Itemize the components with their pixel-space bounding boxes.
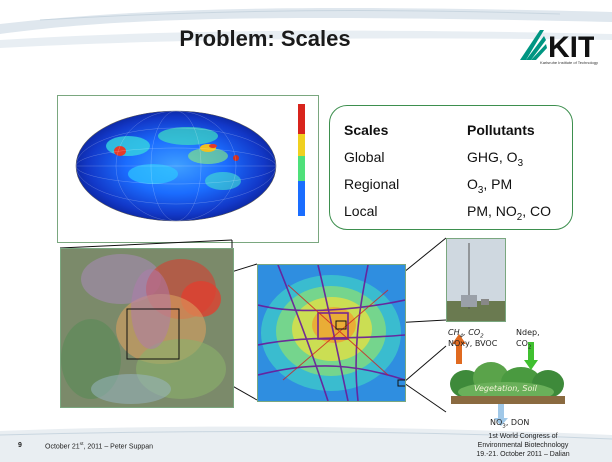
kit-logo: KIT (520, 30, 594, 64)
global-map-image (75, 104, 305, 222)
regional-map-image (61, 249, 233, 407)
footer-swoosh (0, 426, 612, 462)
footer-conference: 1st World Congress of Environmental Biot… (448, 432, 598, 459)
global-map-panel (57, 95, 319, 243)
conf-line-3: 19.-21. October 2011 – Dalian (476, 451, 570, 458)
label-co2-dep: CO2 (516, 339, 532, 351)
conf-line-1: 1st World Congress of (488, 433, 558, 440)
leaching-arrow-icon (494, 404, 508, 426)
row-pollutant-global: GHG, O3 (467, 149, 524, 169)
row-pollutant-regional: O3, PM (467, 176, 513, 196)
row-scale-regional: Regional (344, 176, 400, 192)
emission-arrow-icon (452, 334, 466, 364)
label-vegetation-soil: Vegetation, Soil (474, 384, 537, 393)
label-noxy-bvoc: NOxy, BVOC (448, 339, 498, 348)
vegetation-diagram: CH4, CO2 NOxy, BVOC Ndep, CO2 Vegetation… (446, 326, 570, 430)
urban-map-image (258, 265, 405, 401)
row-scale-global: Global (344, 149, 385, 165)
header-swoosh (0, 8, 612, 48)
label-ch4-co2: CH4, CO2 (448, 328, 484, 340)
scales-table: Scales Pollutants Global GHG, O3 Regiona… (329, 105, 573, 230)
header-scales: Scales (344, 122, 389, 138)
label-ndep: Ndep, (516, 328, 540, 337)
station-photo (446, 238, 506, 322)
header-pollutants: Pollutants (467, 122, 535, 138)
vegetation-image (450, 334, 565, 426)
row-scale-local: Local (344, 203, 378, 219)
kit-logo-subtitle: Karlsruhe Institute of Technology (540, 60, 598, 65)
deposition-arrow-icon (524, 342, 538, 370)
urban-map-panel (257, 264, 406, 402)
footer-date-author: October 21st, 2011 – Peter Suppan (45, 442, 153, 451)
page-number: 9 (18, 442, 22, 449)
label-no3-don: NO3, DON (490, 418, 530, 430)
conf-line-2: Environmental Biotechnology (477, 442, 569, 449)
kit-logo-text: KIT (548, 31, 594, 64)
regional-map-panel (60, 248, 234, 408)
station-photo-image (447, 239, 505, 321)
slide-title: Problem: Scales (179, 26, 351, 51)
row-pollutant-local: PM, NO2, CO (467, 203, 552, 223)
